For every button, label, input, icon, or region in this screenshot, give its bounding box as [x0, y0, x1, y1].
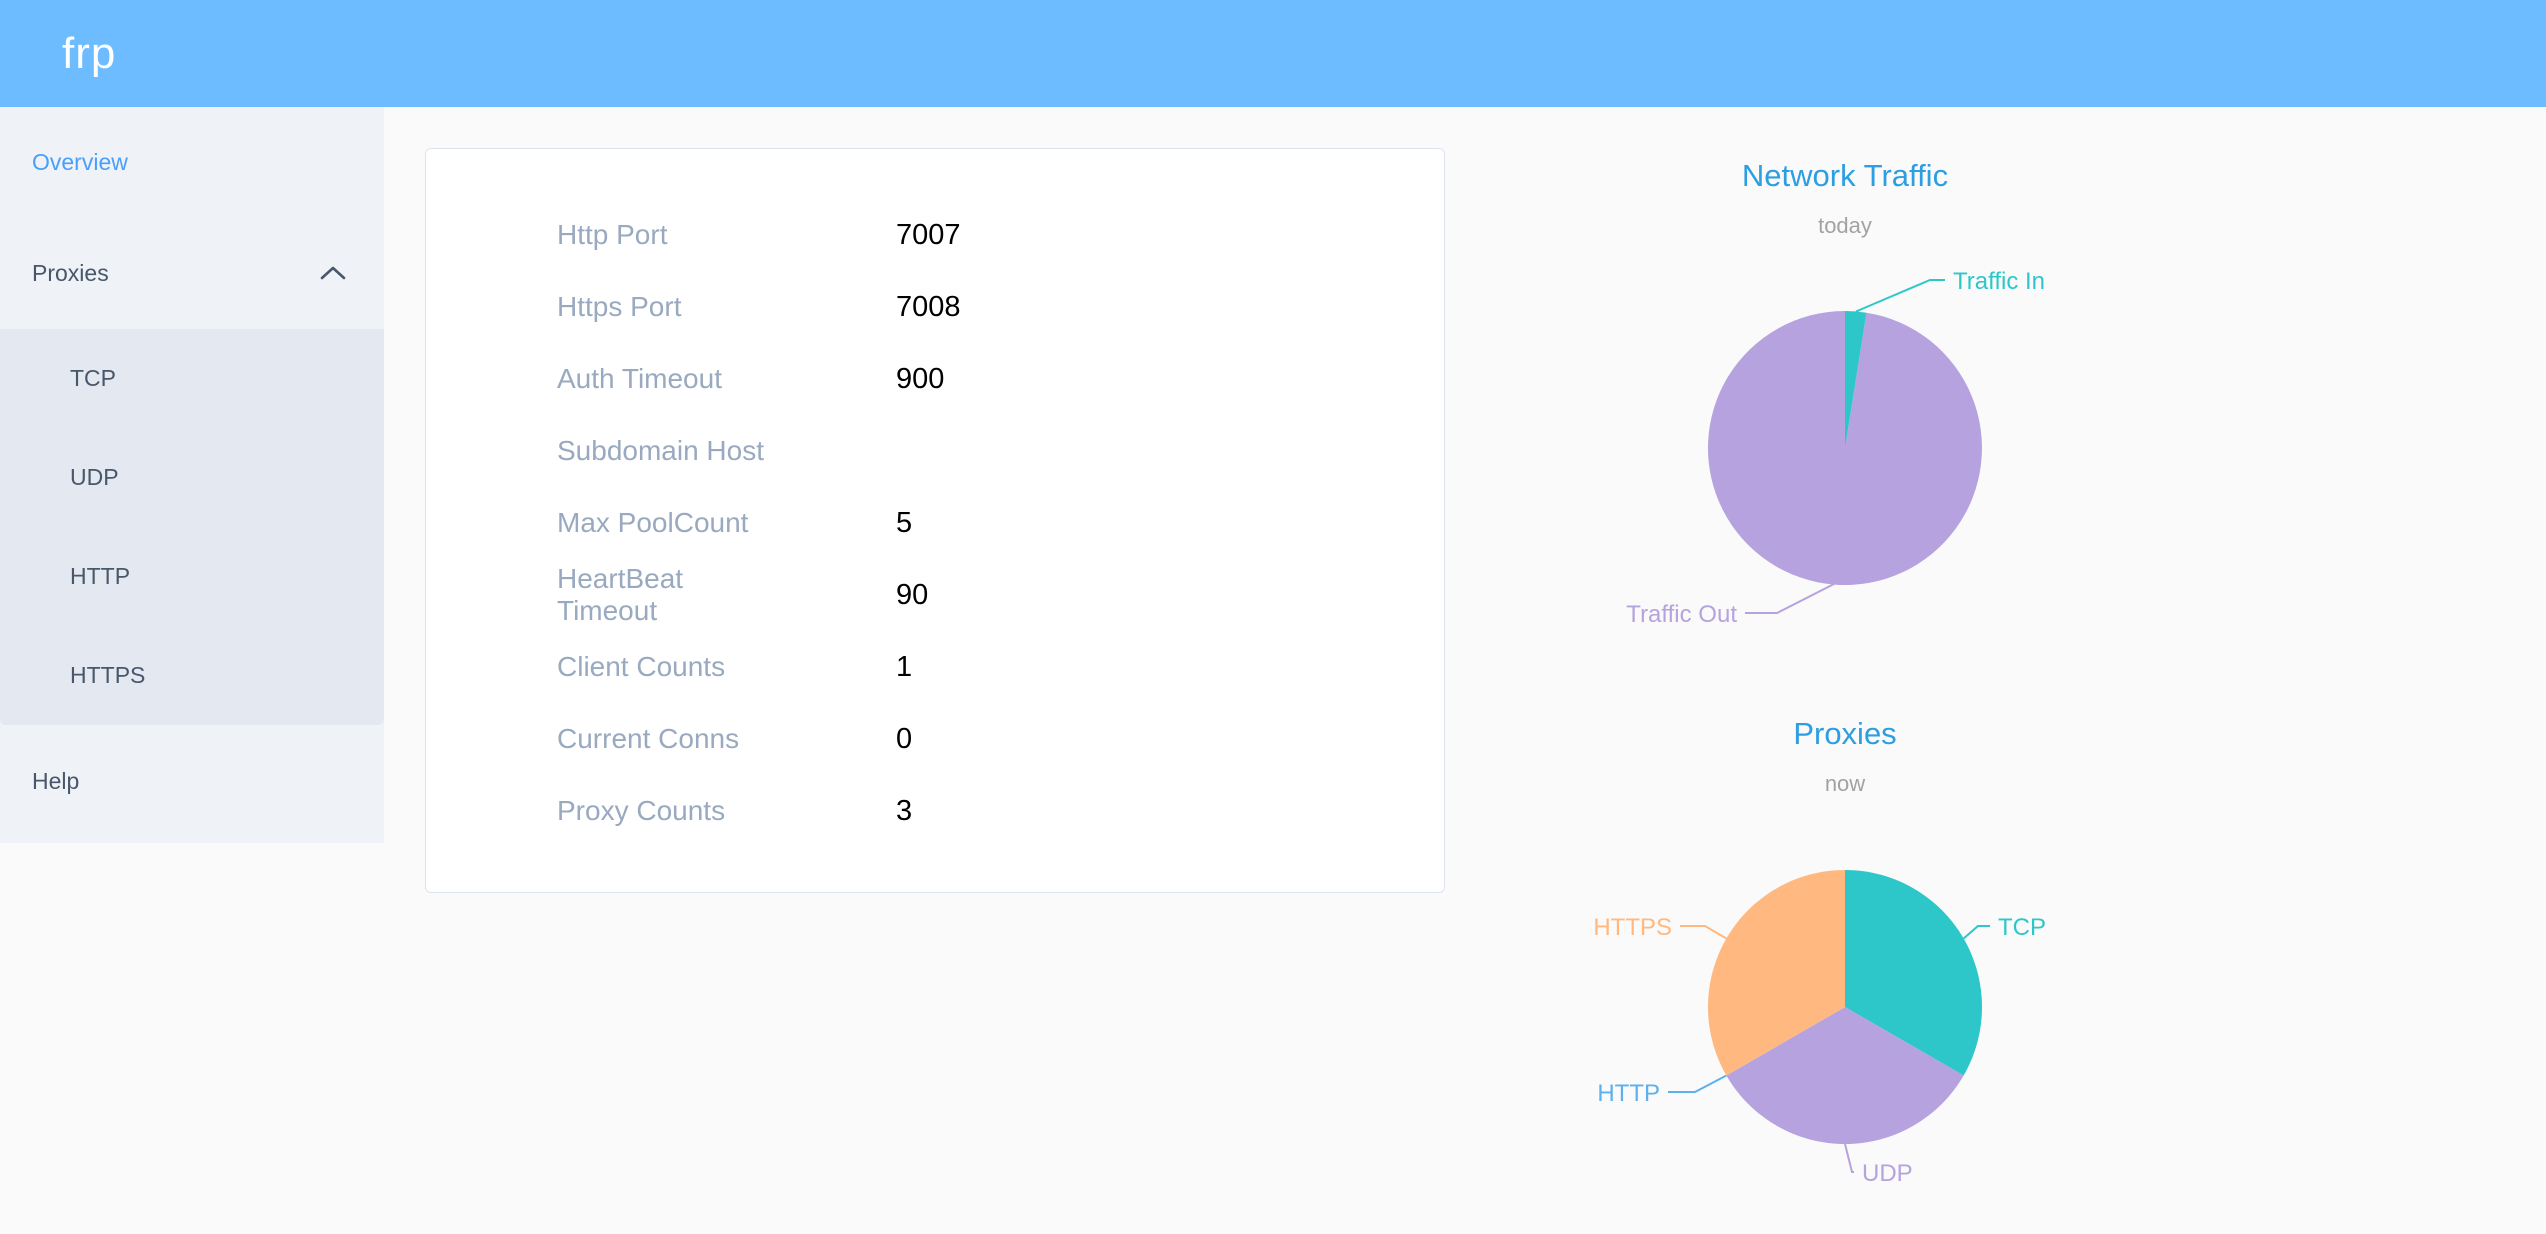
- pie-label-http: HTTP: [1597, 1080, 1660, 1107]
- sidebar-item-http-label: HTTP: [70, 563, 131, 589]
- label-line-https: [1680, 925, 1727, 940]
- sidebar-submenu-proxies: TCP UDP HTTP HTTPS: [0, 329, 384, 725]
- config-label: Subdomain Host: [557, 435, 765, 466]
- config-value: 90: [896, 578, 929, 611]
- sidebar-item-help-label: Help: [32, 767, 80, 794]
- pie-slice-traffic-in[interactable]: [1845, 311, 1867, 448]
- config-value: 1: [896, 650, 913, 683]
- sidebar-item-overview[interactable]: Overview: [0, 107, 384, 217]
- pie-label-udp: UDP: [1862, 1160, 1913, 1187]
- config-value: 5: [896, 506, 913, 539]
- sidebar-item-https[interactable]: HTTPS: [0, 626, 384, 725]
- proxies-pie-chart: TCP UDP HTTP HTTPS: [1593, 870, 2046, 1187]
- chevron-up-icon: [320, 266, 346, 280]
- label-line-http: [1668, 1074, 1727, 1093]
- config-value: 0: [896, 722, 913, 755]
- pie-label-traffic-in: Traffic In: [1953, 268, 2045, 295]
- label-line-traffic-out: [1745, 583, 1835, 614]
- app-header: frp: [0, 0, 2546, 107]
- pie-slice-traffic-out[interactable]: [1707, 311, 1982, 585]
- config-value: 900: [896, 362, 945, 395]
- config-row-http-port: Http Port 7007: [426, 199, 1444, 271]
- sidebar-item-http[interactable]: HTTP: [0, 527, 384, 626]
- label-line-traffic-in: [1855, 279, 1945, 313]
- config-value: 7008: [896, 290, 961, 323]
- pie-label-traffic-out: Traffic Out: [1626, 601, 1737, 628]
- pie-label-tcp: TCP: [1998, 914, 2046, 941]
- sidebar-item-udp-label: UDP: [70, 464, 119, 490]
- config-row-subdomain-host: Subdomain Host: [426, 415, 1444, 487]
- config-label: Current Conns: [557, 723, 740, 754]
- config-label: Https Port: [557, 291, 682, 322]
- config-row-client-counts: Client Counts 1: [426, 631, 1444, 703]
- config-row-proxy-counts: Proxy Counts 3: [426, 775, 1444, 847]
- pie-slice-udp[interactable]: [1726, 1007, 1964, 1144]
- network-traffic-chart-subtitle: today: [1818, 213, 1872, 238]
- config-label: Client Counts: [557, 651, 726, 682]
- config-label: HeartBeat Timeout: [557, 563, 684, 626]
- config-value: 3: [896, 794, 913, 827]
- pie-label-https: HTTPS: [1593, 914, 1672, 941]
- config-row-https-port: Https Port 7008: [426, 271, 1444, 343]
- config-row-auth-timeout: Auth Timeout 900: [426, 343, 1444, 415]
- pie-slice-https[interactable]: [1708, 870, 1845, 1076]
- network-traffic-chart-title: Network Traffic: [1741, 158, 1949, 193]
- network-traffic-pie-chart: Traffic In Traffic Out: [1626, 268, 2045, 628]
- config-value: 7007: [896, 218, 961, 251]
- pie-slice-tcp[interactable]: [1845, 870, 1982, 1076]
- config-label: Http Port: [557, 219, 668, 250]
- frp-logo: frp: [62, 28, 117, 78]
- proxies-chart-title: Proxies: [1793, 716, 1897, 751]
- sidebar-item-tcp[interactable]: TCP: [0, 329, 384, 428]
- sidebar-item-overview-label: Overview: [32, 148, 128, 175]
- sidebar-item-tcp-label: TCP: [70, 365, 116, 391]
- proxies-chart-subtitle: now: [1824, 771, 1866, 796]
- sidebar-item-proxies[interactable]: Proxies: [0, 217, 384, 329]
- sidebar-item-udp[interactable]: UDP: [0, 428, 384, 527]
- config-row-current-conns: Current Conns 0: [426, 703, 1444, 775]
- config-row-max-poolcount: Max PoolCount 5: [426, 487, 1444, 559]
- label-line-tcp: [1962, 925, 1990, 940]
- config-label: Proxy Counts: [557, 795, 726, 826]
- config-label: Max PoolCount: [557, 507, 749, 538]
- sidebar-menu: Overview Proxies TCP UDP HTTP HTTPS Help: [0, 107, 384, 843]
- label-line-udp: [1844, 1143, 1854, 1173]
- sidebar-item-help[interactable]: Help: [0, 725, 384, 837]
- sidebar-item-https-label: HTTPS: [70, 662, 146, 688]
- sidebar-item-proxies-label: Proxies: [32, 259, 109, 286]
- config-label: Auth Timeout: [557, 363, 722, 394]
- config-row-heartbeat-timeout: HeartBeat Timeout 90: [426, 559, 1444, 631]
- server-config-card: Http Port 7007 Https Port 7008 Auth Time…: [425, 148, 1445, 893]
